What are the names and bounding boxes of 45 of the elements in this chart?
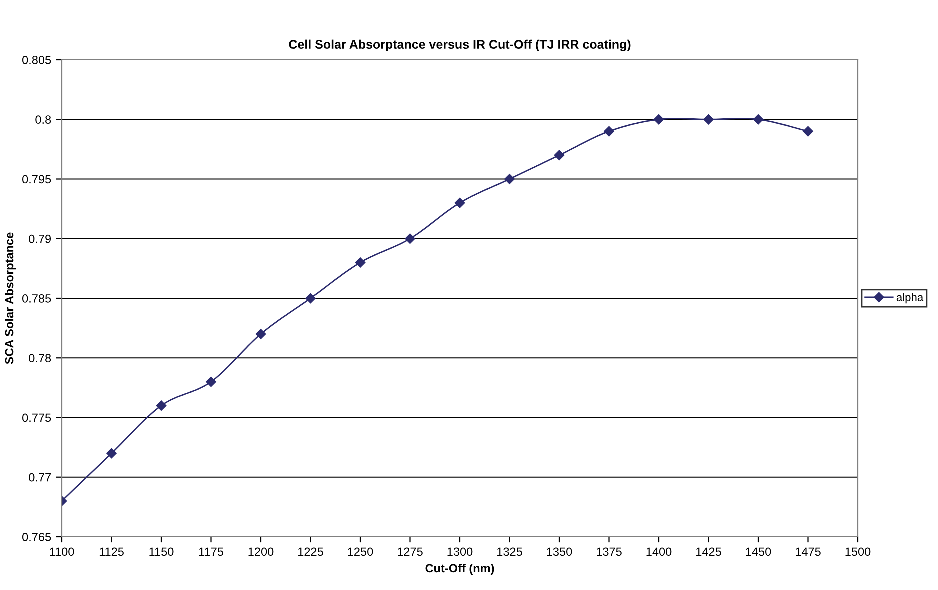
point — [106, 448, 117, 459]
y-tick-label: 0.805 — [22, 56, 52, 64]
x-tick-label: 1400 — [646, 548, 672, 556]
x-tick-label: 1450 — [746, 548, 772, 556]
x-tick-label: 1475 — [796, 548, 821, 556]
x-tick-label: 1100 — [50, 548, 74, 556]
point — [454, 198, 466, 208]
legend-label: alpha — [896, 293, 924, 304]
x-tick-label: 1275 — [398, 548, 423, 556]
y-tick-label: 0.795 — [22, 175, 52, 184]
point — [306, 293, 316, 304]
y-tick-label: 0.78 — [29, 354, 52, 363]
x-tick-label: 1425 — [696, 548, 722, 556]
point — [604, 126, 614, 137]
point — [355, 258, 366, 268]
y-tick-label: 0.79 — [29, 234, 52, 244]
y-tick-label: 0.775 — [22, 414, 52, 422]
point — [504, 174, 515, 184]
y-axis-title: SCA Solar Absorptance — [4, 232, 16, 364]
y-tick-label: 0.765 — [22, 533, 52, 542]
point — [704, 114, 714, 125]
x-tick-label: 1175 — [199, 548, 224, 556]
x-tick-label: 1200 — [248, 548, 274, 556]
point — [256, 329, 266, 340]
x-tick-label: 1250 — [348, 548, 374, 556]
x-tick-label: 1225 — [298, 548, 324, 556]
x-tick-label: 1375 — [597, 548, 622, 556]
point — [753, 114, 764, 125]
x-axis-title: Cut-Off (nm) — [426, 564, 494, 575]
x-tick-label: 1350 — [547, 548, 572, 556]
point — [156, 400, 167, 411]
x-tick-label: 1125 — [100, 548, 124, 556]
point — [803, 126, 814, 137]
x-tick-label: 1150 — [150, 548, 174, 556]
point — [405, 234, 416, 244]
x-tick-label: 1325 — [498, 548, 522, 556]
x-tick-label: 1500 — [846, 548, 871, 556]
y-tick-label: 0.785 — [22, 294, 52, 303]
x-tick-label: 1300 — [448, 548, 473, 556]
point — [654, 114, 664, 125]
y-tick-label: 0.8 — [36, 116, 52, 124]
chart-title: Cell Solar Absorptance versus IR Cut-Off (TJ IRR coating) — [289, 40, 631, 52]
y-tick-label: 0.77 — [29, 473, 51, 482]
point — [554, 150, 565, 161]
point — [206, 376, 216, 388]
